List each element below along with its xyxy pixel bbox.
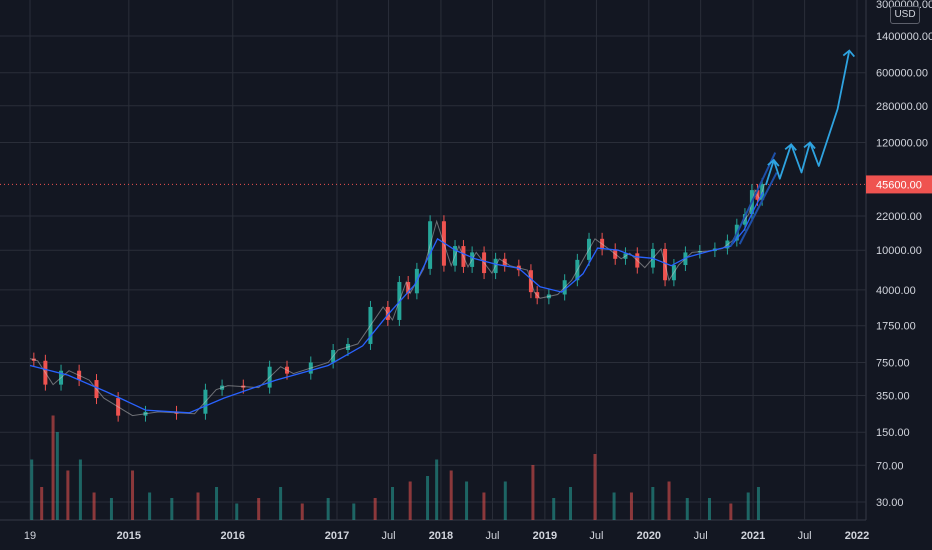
y-tick-label: 280000.00: [876, 101, 928, 113]
x-tick-label: Jul: [485, 530, 499, 542]
volume-bar: [531, 465, 535, 520]
volume-bar: [279, 487, 283, 520]
x-tick-label: 2022: [845, 530, 869, 542]
volume-bar: [131, 470, 135, 520]
volume-bar: [408, 481, 412, 520]
y-tick-label: 1400000.00: [876, 31, 932, 43]
y-tick-label: 1750.00: [876, 321, 916, 333]
projection-arrowhead: [784, 143, 797, 151]
volume-bar: [449, 470, 453, 520]
x-tick-label: Jul: [589, 530, 603, 542]
volume-bar: [352, 503, 356, 520]
volume-bar: [300, 503, 304, 520]
volume-bar: [503, 481, 507, 520]
x-tick-label: 2019: [533, 530, 557, 542]
volume-bar: [746, 492, 750, 520]
volume-bar: [30, 459, 34, 520]
trend-channel-upper: [729, 152, 777, 247]
current-price-tag-bg: [866, 175, 932, 194]
volume-bar: [629, 492, 633, 520]
price-axis[interactable]: 30.00 70.00 150.00 350.00 750.00 1750.00 4000.…: [876, 0, 932, 509]
y-tick-label: 4000.00: [876, 285, 916, 297]
volume-bar: [92, 492, 96, 520]
y-tick-label: 22000.00: [876, 211, 922, 223]
projection-arrow: [765, 49, 856, 186]
x-tick-label: Jul: [694, 530, 708, 542]
chart-series: [29, 152, 778, 422]
y-tick-label: 350.00: [876, 391, 910, 403]
y-tick-label: 10000.00: [876, 245, 922, 257]
currency-label[interactable]: USD: [890, 6, 920, 24]
volume-bar: [170, 498, 174, 520]
volume-bar: [465, 481, 469, 520]
volume-bar: [196, 492, 200, 520]
volume-bar: [729, 503, 733, 520]
price-line: [29, 183, 765, 417]
current-price-label: 45600.00: [876, 179, 922, 191]
x-tick-label: Jul: [382, 530, 396, 542]
volume-bar: [482, 492, 486, 520]
y-tick-label: 70.00: [876, 460, 904, 472]
volume-bar: [707, 498, 711, 520]
current-price-tag: 45600.00: [866, 175, 932, 194]
volume-bar: [552, 498, 556, 520]
x-tick-label: 2017: [325, 530, 349, 542]
moving-average-line: [29, 191, 764, 414]
volume-bar: [756, 487, 760, 520]
volume-bar: [685, 498, 689, 520]
x-tick-label: 2021: [741, 530, 765, 542]
volume-bar: [651, 487, 655, 520]
time-axis[interactable]: 19 2015 2016 2017 Jul 2018 Jul 2019 Jul 2020 Jul 20…: [24, 530, 869, 542]
volume-bar: [326, 498, 330, 520]
volume-bar: [66, 470, 70, 520]
projection-arrowhead-end: [842, 49, 856, 58]
x-tick-label: 19: [24, 530, 36, 542]
y-tick-label: 750.00: [876, 357, 910, 369]
volume-bar: [667, 481, 671, 520]
volume-bar: [391, 487, 395, 520]
volume-bar: [569, 487, 573, 520]
volume-bar: [51, 415, 55, 520]
y-tick-label: 150.00: [876, 427, 910, 439]
y-tick-label: 120000.00: [876, 137, 928, 149]
y-tick-label-top: 3000000.00: [876, 0, 932, 11]
volume-bar: [612, 492, 616, 520]
x-tick-label: 2020: [637, 530, 661, 542]
volume-bar: [109, 498, 113, 520]
chart-grid: [0, 0, 867, 521]
volume-bar: [40, 487, 44, 520]
volume-bar: [78, 459, 82, 520]
y-tick-label: 600000.00: [876, 68, 928, 80]
x-tick-label: Jul: [798, 530, 812, 542]
volume-bar: [435, 459, 439, 520]
projection-arrowhead: [803, 141, 816, 150]
x-tick-label: 2018: [429, 530, 453, 542]
volume-bars: [30, 415, 760, 520]
volume-bar: [373, 498, 377, 520]
x-tick-label: 2016: [221, 530, 245, 542]
projection-path: [765, 50, 851, 186]
volume-bar: [426, 476, 430, 520]
volume-bar: [235, 503, 239, 520]
volume-bar: [148, 492, 152, 520]
trend-channel-lower: [738, 172, 778, 245]
x-tick-label: 2015: [117, 530, 141, 542]
volume-bar: [215, 487, 219, 520]
projection-arrowhead: [767, 158, 780, 167]
volume-bar: [593, 454, 597, 520]
y-tick-label: 30.00: [876, 497, 904, 509]
volume-bar: [55, 432, 59, 520]
volume-bar: [257, 498, 261, 520]
